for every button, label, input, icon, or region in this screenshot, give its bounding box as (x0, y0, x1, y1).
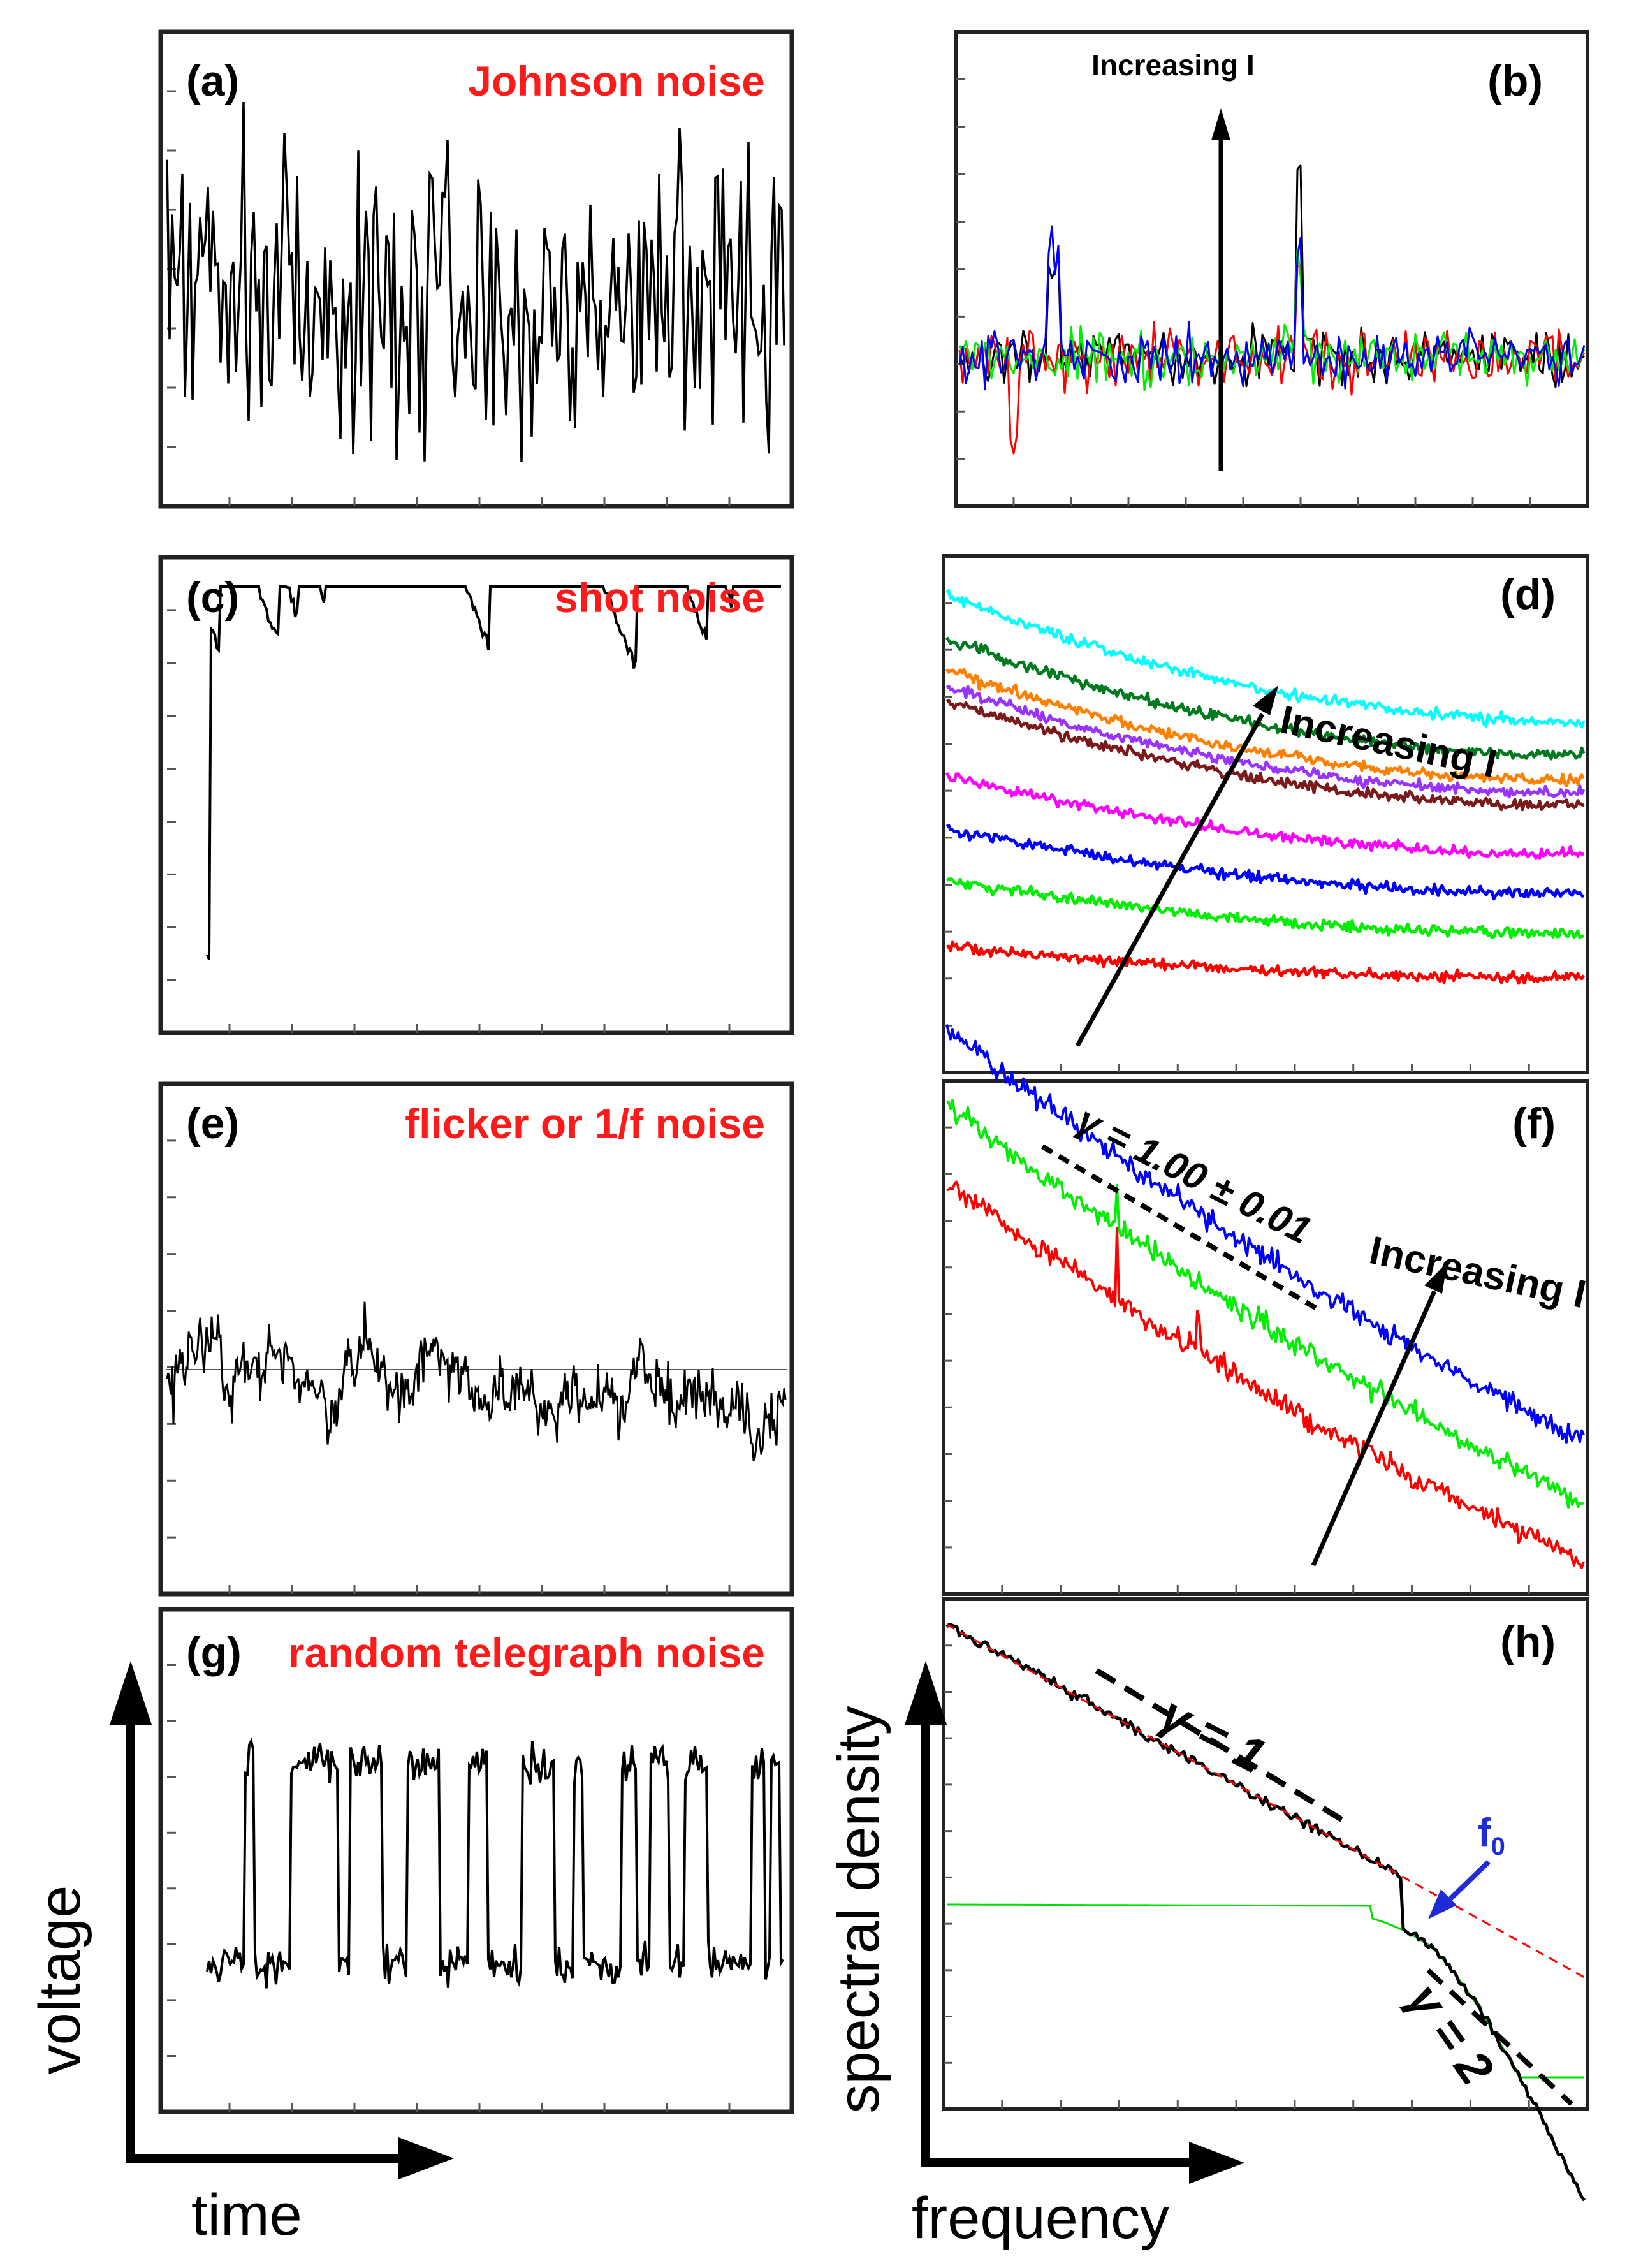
panel-d-ticks (944, 602, 1530, 1072)
tick-marks (167, 1139, 731, 1594)
panel-f-label: (f) (1512, 1099, 1556, 1148)
panel-c-frame (158, 555, 794, 1035)
tick-marks (956, 78, 1531, 506)
panel-h-f0-arrowhead-icon (1428, 1889, 1457, 1919)
frequency-label: frequency (912, 2186, 1169, 2251)
panel-f-series-green (946, 1099, 1584, 1509)
panel-d-series-magenta (945, 772, 1584, 860)
panel-h-series-measured (945, 1623, 1586, 2202)
panel-e-trace (166, 1301, 787, 1461)
panel-a: (a) Johnson noise (158, 29, 794, 509)
panel-b: Increasing I (b) (954, 30, 1589, 508)
panel-d-series-cyan (945, 589, 1586, 728)
panel-f-frame (942, 1079, 1589, 1596)
tick-marks (944, 1644, 1530, 2109)
panel-h-slope1-label: γ = 1 (1152, 1686, 1274, 1783)
panel-b-series-red (958, 264, 1586, 455)
panel-d-series-purple (945, 684, 1586, 799)
panel-c-ticks (167, 609, 731, 1033)
panel-b-series-blue (958, 225, 1586, 391)
panel-f-series-blue (945, 1024, 1585, 1444)
panel-b-series-black (958, 164, 1585, 388)
panel-f-traces (945, 1024, 1585, 1569)
arrowhead-up-icon (905, 1661, 947, 1725)
panel-d-series-green (946, 877, 1585, 939)
panel-c-trace (206, 585, 781, 960)
panel-h-label: (h) (1500, 1618, 1556, 1666)
tick-marks (167, 1664, 731, 2112)
panel-h-slope2-label: γ = 2 (1397, 1974, 1504, 2095)
panel-d-traces (945, 589, 1586, 1017)
panel-c-title: shot noise (555, 574, 765, 621)
panel-d-label: (d) (1500, 570, 1556, 618)
panel-e-label: (e) (186, 1099, 239, 1148)
panel-a-label: (a) (186, 57, 239, 105)
panel-d-series-black (947, 1002, 1584, 1017)
panel-c: (c) shot noise (158, 555, 794, 1035)
panel-b-arrowhead-icon (1211, 108, 1230, 140)
panel-b-traces (958, 164, 1586, 455)
panel-g-trace (206, 1738, 784, 1989)
panel-a-trace (166, 101, 785, 462)
panel-d-series-red (946, 940, 1586, 985)
panel-e-frame (158, 1081, 794, 1597)
panel-g-ticks (167, 1664, 731, 2112)
tick-marks (944, 1126, 1530, 1594)
panel-d-arrow (1075, 713, 1265, 1047)
arrowhead-right-icon (398, 2137, 454, 2179)
panel-h: γ = 1 γ = 2 f0 (h) (942, 1597, 1589, 2202)
panel-h-f0-subscript: 0 (1491, 1833, 1505, 1861)
panel-d-series-blue (945, 824, 1585, 901)
panel-e-ticks (167, 1139, 731, 1594)
panel-b-annotation: Increasing I (1091, 48, 1255, 82)
right-axes: frequency spectral density (826, 1661, 1244, 2251)
panel-e-title: flicker or 1/f noise (405, 1100, 765, 1147)
panel-g-label: (g) (186, 1628, 242, 1677)
panel-g-title: random telegraph noise (288, 1629, 765, 1676)
time-label: time (191, 2183, 302, 2248)
panel-h-traces (945, 1623, 1586, 2202)
arrowhead-up-icon (110, 1661, 152, 1725)
panel-f-fit-line (1040, 1144, 1322, 1313)
panel-h-slope1-line (1095, 1668, 1350, 1826)
panel-f-fit-label: γ = 1.00 ± 0.01 (1070, 1098, 1318, 1252)
panel-f-annotation: Increasing I (1366, 1228, 1589, 1317)
panel-d: Increasing I (d) (942, 554, 1589, 1074)
panel-d-series-darkgreen (945, 636, 1586, 761)
panel-d-arrowhead-icon (1253, 685, 1278, 715)
panel-b-label: (b) (1487, 57, 1543, 105)
panel-a-frame (158, 29, 794, 509)
panel-d-series-orange (945, 668, 1586, 787)
panel-f-series-red (946, 1180, 1585, 1569)
panel-d-series-brown (945, 699, 1585, 812)
panel-b-ticks (956, 78, 1531, 506)
panel-f-arrow (1311, 1290, 1437, 1567)
arrowhead-right-icon (1189, 2142, 1244, 2184)
panel-h-frame (942, 1597, 1589, 2111)
panel-h-f0-label: f0 (1478, 1811, 1505, 1861)
spectral-density-label: spectral density (826, 1706, 891, 2113)
panel-h-ticks (944, 1644, 1530, 2109)
left-axes: time voltage (27, 1661, 454, 2248)
panel-g-frame (158, 1607, 794, 2114)
panel-d-frame (942, 554, 1589, 1074)
panel-c-label: (c) (186, 573, 239, 622)
tick-marks (167, 609, 731, 1033)
panel-h-slope2-line (1426, 1968, 1573, 2106)
voltage-label: voltage (27, 1885, 92, 2075)
tick-marks (944, 602, 1530, 1072)
panel-f-ticks (944, 1126, 1530, 1594)
panel-h-f0-arrow (1448, 1860, 1491, 1901)
panel-g: (g) random telegraph noise (158, 1607, 794, 2114)
panel-a-title: Johnson noise (468, 57, 765, 105)
panel-f-arrowhead-icon (1424, 1262, 1447, 1294)
panel-e: (e) flicker or 1/f noise (158, 1081, 794, 1597)
panel-f: γ = 1.00 ± 0.01 Increasing I (f) (942, 1024, 1589, 1596)
